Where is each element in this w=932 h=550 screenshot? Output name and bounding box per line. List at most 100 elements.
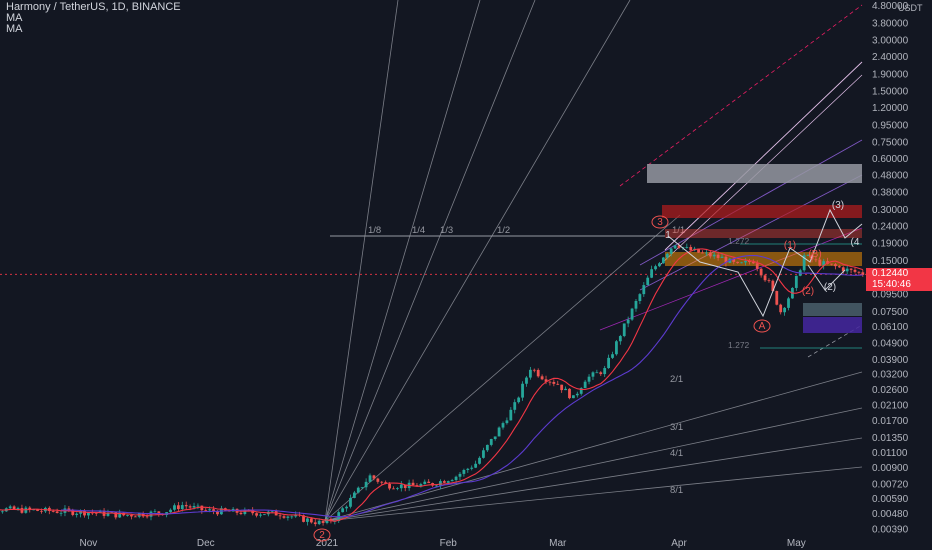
y-tick-label: 0.00720	[872, 479, 909, 490]
indicator-ma-2[interactable]: MA	[6, 23, 23, 35]
candle-body	[376, 478, 380, 482]
candle-body	[454, 476, 458, 481]
candle-body	[685, 247, 689, 248]
candle-body	[372, 475, 376, 479]
candle-body	[263, 514, 266, 516]
wave-label: (4	[851, 237, 860, 248]
gann-fan-line	[324, 437, 863, 522]
candle-body	[497, 427, 501, 437]
candle-body	[528, 369, 532, 378]
candle-body	[552, 381, 556, 384]
candle-body	[665, 253, 669, 258]
candle-body	[282, 516, 286, 518]
candle-body	[40, 510, 43, 512]
wave-label: 1	[665, 230, 671, 241]
wave-projection	[667, 208, 863, 318]
last-price-value: 0.12440	[872, 268, 909, 279]
fib-label: 1.272	[728, 340, 750, 350]
candle-body	[290, 516, 294, 518]
y-tick-label: 0.00590	[872, 494, 909, 505]
wave-marker	[313, 528, 331, 542]
fan-label: 2/1	[670, 374, 683, 385]
gann-fan-line	[324, 466, 863, 522]
wave-label: (2)	[824, 282, 836, 293]
gann-fan-line	[324, 407, 863, 522]
wave-marker	[651, 215, 669, 229]
candle-body	[133, 516, 137, 518]
candle-body	[575, 393, 579, 396]
candle-body	[184, 505, 188, 507]
candle-body	[130, 515, 133, 517]
candle-body	[568, 388, 571, 399]
candle-body	[427, 481, 431, 484]
fan-label: 1/2	[497, 225, 510, 236]
candle-body	[595, 372, 599, 374]
candle-body	[626, 319, 630, 324]
y-tick-label: 1.90000	[872, 69, 909, 80]
candle-body	[779, 304, 783, 313]
y-tick-label: 1.20000	[872, 103, 909, 114]
x-tick-label: 2021	[316, 538, 339, 549]
candle-body	[775, 291, 779, 305]
candle-body	[720, 256, 724, 258]
candle-body	[196, 505, 200, 507]
candle-body	[12, 506, 16, 510]
candle-body	[450, 480, 454, 482]
candle-body	[396, 488, 399, 490]
candle-body	[532, 369, 536, 371]
candle-body	[748, 260, 751, 263]
candle-body	[67, 508, 71, 510]
candle-body	[661, 257, 665, 264]
candle-body	[806, 254, 810, 256]
candle-body	[321, 520, 325, 523]
gann-fan-line	[324, 0, 631, 522]
fan-label: 1/8	[368, 225, 381, 236]
y-tick-label: 0.00900	[872, 463, 909, 474]
candle-body	[403, 484, 407, 489]
wave-marker	[753, 319, 771, 333]
candle-body	[59, 512, 63, 514]
candle-body	[83, 510, 86, 516]
candle-body	[180, 505, 184, 510]
indicator-ma-1[interactable]: MA	[6, 12, 23, 24]
candle-body	[200, 505, 204, 511]
y-tick-label: 0.01100	[872, 448, 908, 459]
candle-body	[517, 397, 521, 403]
y-tick-label: 0.24000	[872, 222, 909, 233]
candle-body	[708, 252, 712, 257]
wave-label: A	[759, 321, 766, 332]
x-tick-label: Apr	[671, 538, 687, 549]
candle-body	[759, 268, 763, 276]
candle-body	[740, 262, 743, 264]
candle-body	[478, 457, 481, 464]
last-price-tag: 0.12440 15:40:46	[866, 268, 932, 291]
candle-body	[392, 488, 395, 490]
candle-body	[744, 260, 747, 263]
candle-body	[71, 509, 75, 515]
symbol-title[interactable]: Harmony / TetherUS, 1D, BINANCE	[6, 1, 181, 13]
candle-body	[489, 439, 493, 445]
candle-body	[564, 388, 567, 391]
candle-body	[341, 508, 345, 513]
y-tick-label: 0.95000	[872, 120, 909, 131]
gann-fan-line	[324, 0, 536, 522]
candle-body	[243, 509, 247, 515]
candle-body	[505, 420, 509, 424]
candle-body	[611, 354, 614, 358]
candle-body	[251, 510, 255, 514]
fan-label: 1/4	[412, 225, 425, 236]
candle-body	[462, 469, 466, 474]
candle-body	[16, 508, 20, 510]
candle-body	[114, 512, 118, 518]
candle-body	[830, 263, 833, 265]
candle-body	[654, 266, 657, 270]
candle-body	[579, 388, 583, 394]
candle-body	[278, 515, 282, 517]
candle-body	[212, 509, 215, 512]
y-tick-label: 0.01350	[872, 433, 909, 444]
fan-label: 3/1	[670, 422, 683, 433]
candle-body	[482, 450, 485, 458]
candle-body	[442, 481, 446, 483]
y-tick-label: 0.03200	[872, 370, 909, 381]
